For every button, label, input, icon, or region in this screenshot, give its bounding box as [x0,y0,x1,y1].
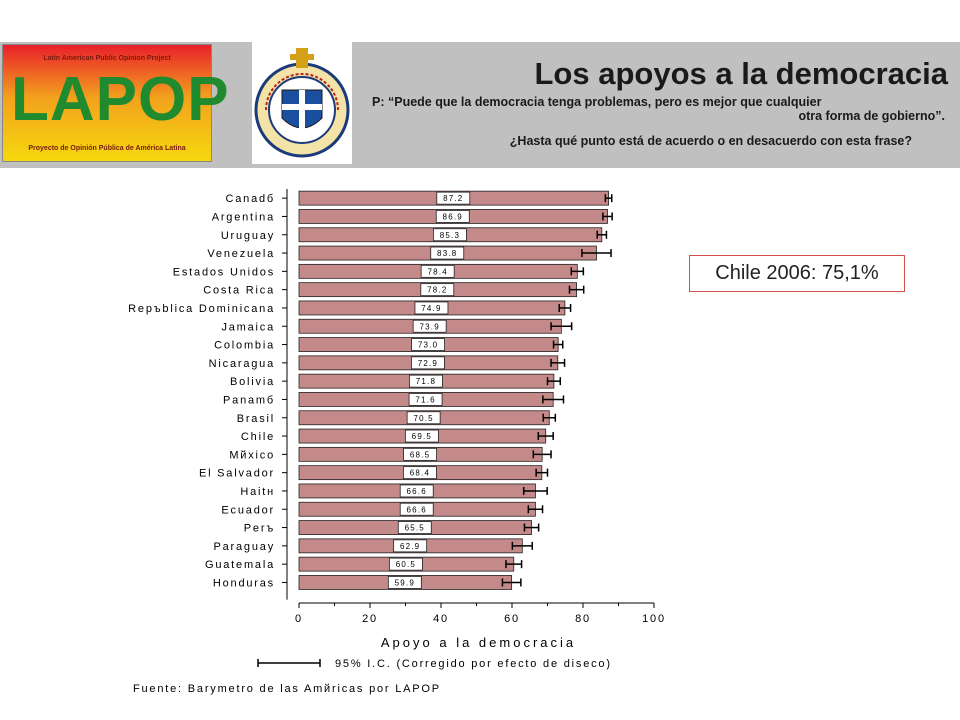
value-label: 71.8 [416,377,436,386]
category-label: Panamб [223,394,275,406]
value-label-box [399,484,434,498]
value-label-box [406,411,441,425]
category-label: Canadб [225,193,275,205]
value-label-box [404,429,439,443]
chile-callout: Chile 2006: 75,1% [689,255,905,292]
value-label: 66.6 [407,487,427,496]
value-label: 60.5 [396,560,416,569]
value-label: 73.9 [419,322,439,331]
source-note: Fuente: Barymetro de las Amйricas por LA… [133,683,441,695]
category-label: Estados Unidos [173,266,275,278]
x-tick-label: 20 [362,613,378,625]
value-label: 59.9 [395,578,415,587]
category-label: Perъ [244,523,275,535]
value-label: 86.9 [443,212,463,221]
category-label: Nicaragua [209,358,275,370]
value-label: 70.5 [413,414,433,423]
x-axis-title: Apoyo a la democracia [381,635,576,650]
value-label: 68.5 [410,450,430,459]
value-label: 78.2 [427,286,447,295]
x-tick-label: 40 [433,613,449,625]
university-seal-icon [254,48,350,158]
category-label: Chile [241,431,275,443]
value-label: 68.4 [410,469,430,478]
category-label: Ecuador [221,504,275,516]
value-label-box [409,374,443,388]
category-label: Bolivia [230,376,275,388]
category-label: Colombia [214,340,275,352]
survey-question: P: “Puede que la democracia tenga proble… [372,95,947,123]
value-label-box [412,319,447,333]
value-label: 87.2 [443,194,463,203]
category-label: Paraguay [214,541,276,553]
x-tick-label: 100 [642,613,666,625]
value-label: 85.3 [440,231,460,240]
category-label: Mйxico [229,449,275,461]
page-title: Los apoyos a la democracia [534,56,948,91]
value-label-box [410,356,445,370]
value-label: 73.0 [418,341,438,350]
category-label: Venezuela [207,248,275,260]
value-label: 72.9 [418,359,438,368]
value-label-box [430,246,465,260]
x-tick-label: 0 [295,613,303,625]
category-label: Uruguay [221,230,275,242]
value-label-box [403,466,437,480]
category-label: Brasil [237,413,275,425]
lapop-logo: Latin American Public Opinion Project LA… [2,44,229,162]
value-label: 78.4 [427,267,447,276]
category-label: Jamaica [221,321,275,333]
value-label: 62.9 [400,542,420,551]
value-label-box [393,539,428,553]
category-label: Honduras [213,577,275,589]
category-label: El Salvador [199,468,275,480]
x-tick-label: 80 [575,613,591,625]
x-tick-label: 60 [504,613,520,625]
value-label-box [388,557,423,571]
lapop-logo-word: LAPOP [11,65,230,134]
value-label: 69.5 [412,432,432,441]
category-label: Haitн [240,486,275,498]
category-label: Costa Rica [203,285,275,297]
value-label-box [408,393,443,406]
value-label-box [433,228,467,242]
value-label-box [420,264,455,278]
question-prefix: P: “ [372,95,395,109]
value-label-box [403,447,437,461]
value-label-box [397,521,432,534]
value-label: 66.6 [407,505,427,514]
plot-area: Canadб 87.2 Argentina 86.9 Uruguay 85.3 Venezu… [128,189,666,670]
university-seal [252,42,352,164]
value-label: 65.5 [405,524,425,533]
value-label-box [414,301,449,315]
category-label: Repъblica Dominicana [128,303,275,315]
value-label-box [420,283,455,297]
category-label: Argentina [212,211,275,223]
value-label-box [399,502,434,516]
value-label-box [411,338,445,351]
lapop-logo-top-text: Latin American Public Opinion Project [43,55,171,62]
lapop-logo-bottom-text: Proyecto de Opinión Pública de América L… [28,145,186,152]
question-text-line2: otra forma de gobierno”. [798,109,945,123]
value-label-box [435,210,470,223]
value-label-box [436,191,471,205]
survey-question-second: ¿Hasta qué punto está de acuerdo o en de… [509,134,912,148]
legend-label: 95% I.C. (Corregido por efecto de diseco… [335,658,612,670]
value-label: 71.6 [415,395,435,404]
value-label: 83.8 [437,249,457,258]
value-label-box [387,576,422,589]
category-label: Guatemala [205,559,275,571]
value-label: 74.9 [421,304,441,313]
question-text: Puede que la democracia tenga problemas,… [394,95,822,109]
